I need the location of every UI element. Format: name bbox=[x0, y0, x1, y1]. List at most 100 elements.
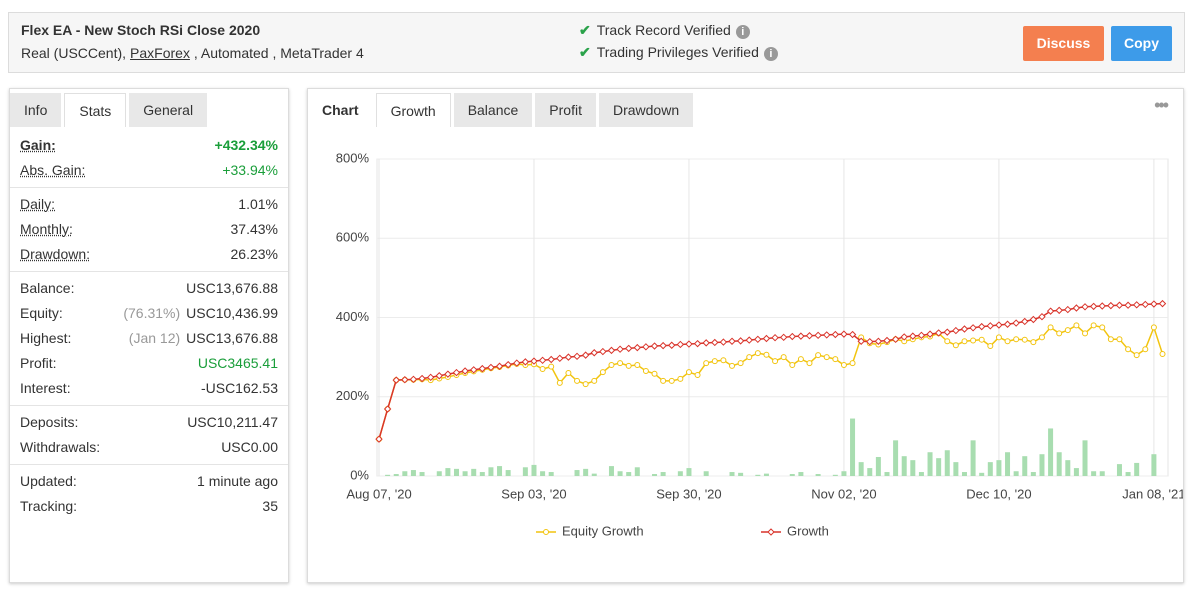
marker bbox=[556, 379, 563, 386]
stat-label: Withdrawals: bbox=[20, 439, 101, 455]
bar bbox=[626, 472, 632, 476]
bar bbox=[488, 467, 494, 476]
account-info: , Automated , MetaTrader 4 bbox=[193, 45, 364, 61]
bar bbox=[583, 468, 589, 476]
marker bbox=[771, 334, 779, 342]
marker bbox=[1133, 352, 1140, 359]
bar bbox=[927, 452, 933, 476]
bar bbox=[540, 471, 546, 476]
marker bbox=[418, 374, 426, 383]
bar bbox=[462, 471, 468, 476]
bar bbox=[479, 472, 485, 476]
bar bbox=[505, 470, 511, 476]
marker bbox=[634, 362, 641, 369]
marker bbox=[1038, 334, 1045, 341]
marker bbox=[891, 335, 900, 344]
marker bbox=[1047, 324, 1054, 331]
bar bbox=[755, 474, 761, 476]
bar bbox=[901, 456, 907, 476]
marker bbox=[754, 335, 762, 344]
tab[interactable]: Stats bbox=[64, 93, 127, 127]
marker bbox=[1141, 300, 1149, 309]
x-tick-label: Dec 10, '20 bbox=[966, 486, 1031, 501]
marker bbox=[599, 347, 607, 356]
bar bbox=[1151, 454, 1157, 476]
marker bbox=[564, 353, 573, 361]
stat-group: Updated: 1 minute ago Tracking: 35 bbox=[10, 465, 288, 523]
stat-note: (Jan 12) bbox=[128, 330, 181, 346]
marker bbox=[1013, 336, 1020, 343]
marker bbox=[917, 331, 926, 340]
marker bbox=[513, 359, 521, 367]
marker bbox=[538, 356, 547, 365]
marker bbox=[504, 360, 512, 369]
marker bbox=[1124, 301, 1132, 309]
bar bbox=[686, 468, 692, 476]
marker bbox=[1107, 336, 1114, 343]
marker bbox=[1089, 302, 1098, 311]
tab[interactable]: Balance bbox=[453, 93, 533, 127]
marker bbox=[1159, 350, 1166, 357]
discuss-button[interactable]: Discuss bbox=[1023, 26, 1104, 61]
marker bbox=[814, 331, 822, 340]
tab[interactable]: Info bbox=[10, 93, 62, 127]
stat-value-wrap: 1.01% bbox=[238, 192, 278, 217]
y-tick-label: 0% bbox=[350, 467, 369, 482]
stat-value-wrap: USC10,211.47 bbox=[187, 410, 278, 435]
tab[interactable]: Profit bbox=[535, 93, 596, 127]
stat-value-wrap: (Jan 12) USC13,676.88 bbox=[129, 326, 278, 351]
stat-value: -USC162.53 bbox=[200, 380, 278, 396]
copy-button[interactable]: Copy bbox=[1111, 26, 1172, 61]
bar bbox=[617, 471, 623, 476]
broker-link[interactable]: PaxForex bbox=[130, 45, 190, 61]
marker bbox=[934, 329, 943, 337]
tab[interactable]: Growth bbox=[375, 93, 451, 127]
stat-value-wrap: +33.94% bbox=[222, 158, 278, 183]
stat-label: Daily: bbox=[20, 196, 56, 212]
x-tick-label: Sep 30, '20 bbox=[656, 486, 721, 501]
marker bbox=[495, 362, 504, 370]
menu-icon[interactable]: ••• bbox=[1154, 95, 1169, 115]
marker bbox=[642, 343, 650, 351]
tab[interactable]: General bbox=[129, 93, 208, 127]
bar bbox=[815, 474, 821, 476]
marker bbox=[762, 334, 771, 343]
marker bbox=[754, 350, 761, 357]
stat-value: +33.94% bbox=[222, 162, 278, 178]
bar bbox=[910, 460, 916, 476]
marker bbox=[642, 367, 649, 374]
chart-label: Chart bbox=[322, 102, 359, 118]
marker bbox=[435, 372, 443, 380]
stat-value: 1 minute ago bbox=[197, 473, 278, 489]
stat-value: +432.34% bbox=[214, 137, 278, 153]
marker bbox=[685, 340, 693, 348]
marker bbox=[548, 363, 555, 370]
marker bbox=[409, 375, 418, 384]
marker bbox=[607, 346, 616, 355]
marker bbox=[746, 354, 753, 361]
marker bbox=[883, 336, 891, 345]
marker bbox=[1056, 330, 1063, 337]
bar bbox=[841, 471, 847, 476]
marker bbox=[1099, 324, 1106, 331]
marker bbox=[1115, 301, 1124, 309]
stat-row: Interest: -USC162.53 bbox=[20, 376, 278, 401]
bar bbox=[884, 472, 890, 476]
y-tick-label: 400% bbox=[336, 309, 370, 324]
marker bbox=[426, 373, 435, 382]
marker bbox=[823, 331, 831, 339]
marker bbox=[779, 333, 788, 342]
stat-label: Drawdown: bbox=[20, 246, 91, 262]
bar bbox=[953, 462, 959, 476]
verified: ✔ Trading Privileges Verified i bbox=[579, 44, 778, 61]
stat-label: Equity: bbox=[20, 305, 63, 321]
marker bbox=[1055, 306, 1063, 315]
bar bbox=[970, 440, 976, 476]
stats: Gain: +432.34% Abs. Gain: +33.94% Daily: 1.01… bbox=[10, 129, 288, 523]
bar bbox=[944, 450, 950, 476]
marker bbox=[952, 342, 959, 349]
bar bbox=[634, 467, 640, 476]
marker bbox=[590, 349, 598, 357]
tab[interactable]: Drawdown bbox=[598, 93, 694, 127]
marker bbox=[1021, 336, 1028, 343]
